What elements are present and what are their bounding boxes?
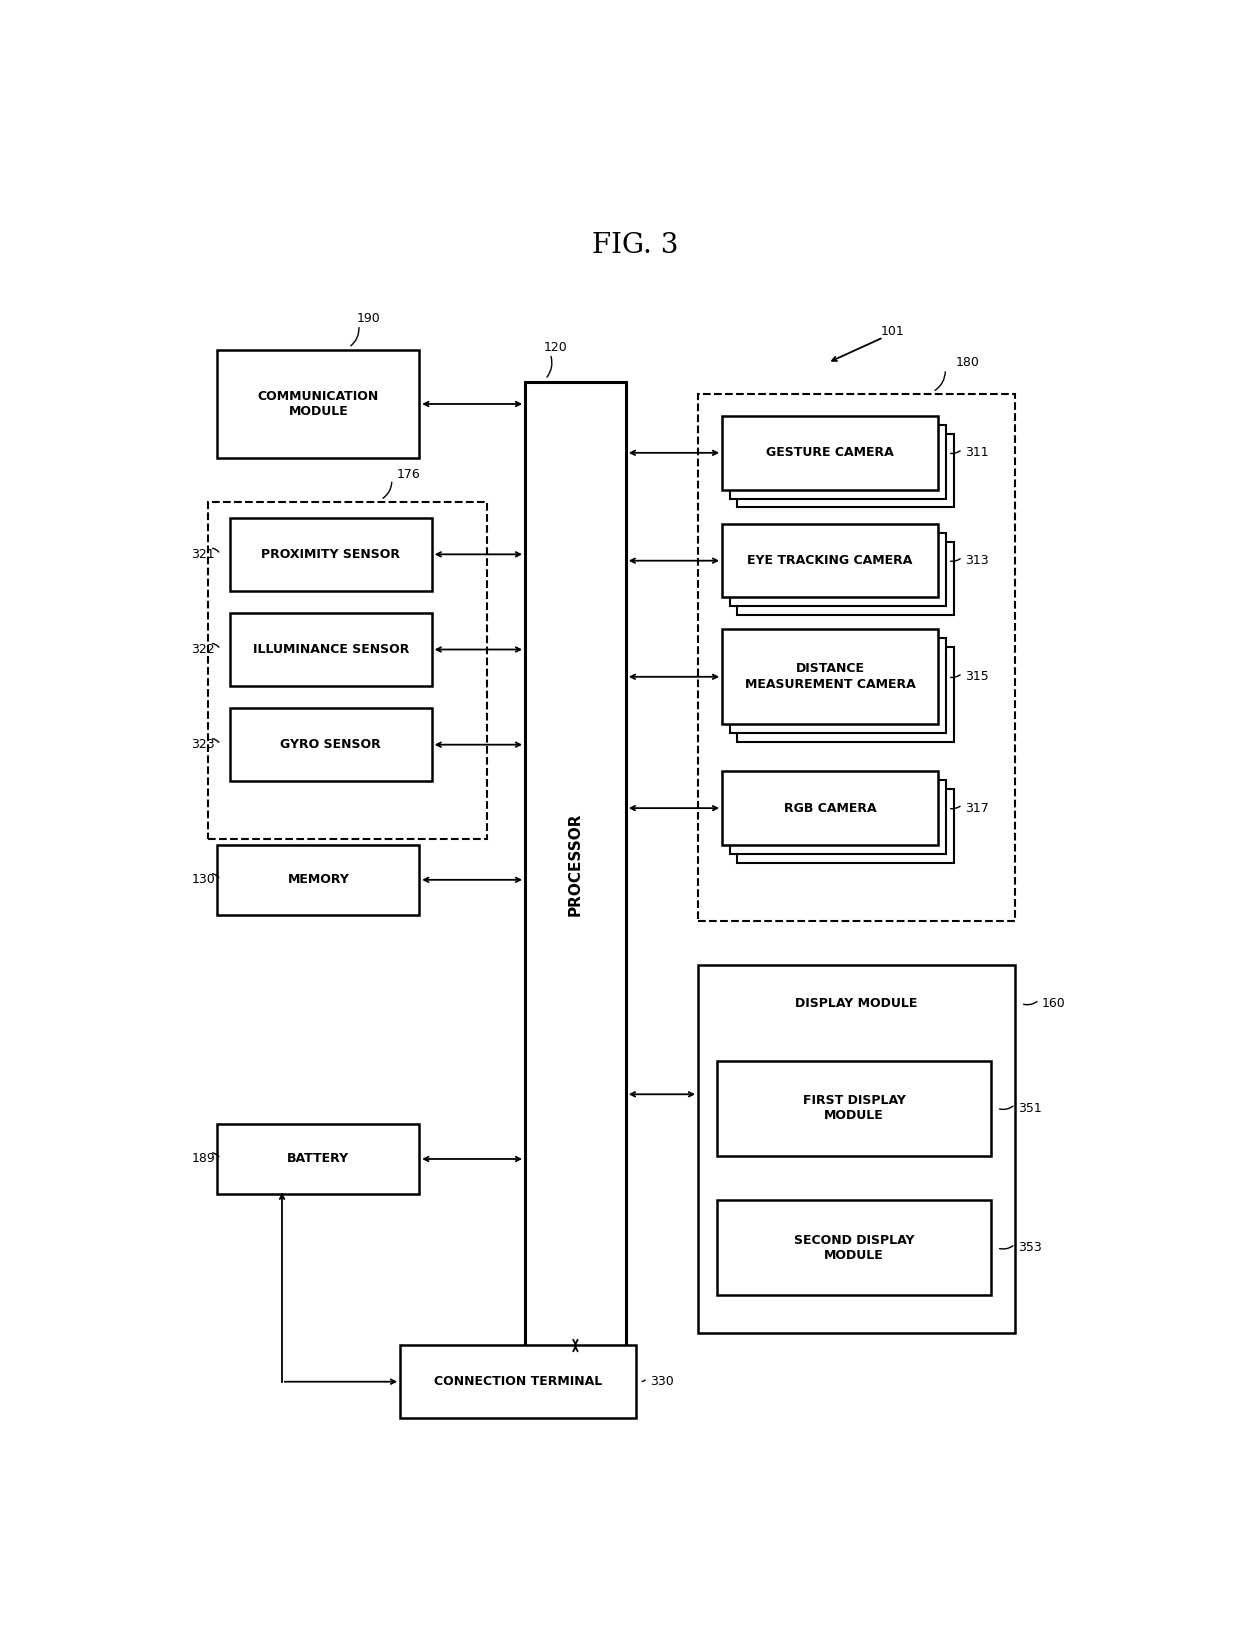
- Text: 317: 317: [965, 801, 988, 814]
- Bar: [208, 503, 486, 839]
- Bar: [729, 532, 946, 606]
- Bar: [229, 517, 432, 592]
- Text: SECOND DISPLAY
MODULE: SECOND DISPLAY MODULE: [794, 1234, 914, 1262]
- Text: 321: 321: [191, 547, 216, 560]
- Bar: [722, 415, 939, 489]
- Text: 101: 101: [880, 325, 904, 338]
- Bar: [738, 789, 954, 862]
- Bar: [729, 425, 946, 498]
- Text: 180: 180: [956, 356, 980, 369]
- Bar: [717, 1200, 991, 1295]
- Bar: [717, 1061, 991, 1155]
- Text: DISPLAY MODULE: DISPLAY MODULE: [795, 997, 918, 1010]
- Text: GYRO SENSOR: GYRO SENSOR: [280, 738, 381, 751]
- Bar: [217, 845, 419, 915]
- Text: 160: 160: [1042, 997, 1065, 1010]
- Text: PROCESSOR: PROCESSOR: [568, 812, 583, 916]
- Text: 190: 190: [357, 311, 381, 325]
- Bar: [525, 382, 626, 1346]
- Text: 330: 330: [650, 1374, 673, 1388]
- Bar: [738, 542, 954, 615]
- Text: FIRST DISPLAY
MODULE: FIRST DISPLAY MODULE: [802, 1094, 905, 1122]
- Text: EYE TRACKING CAMERA: EYE TRACKING CAMERA: [748, 554, 913, 567]
- Text: 353: 353: [1018, 1241, 1042, 1254]
- Bar: [722, 771, 939, 845]
- Text: CONNECTION TERMINAL: CONNECTION TERMINAL: [434, 1374, 601, 1388]
- Bar: [729, 638, 946, 733]
- Bar: [217, 1124, 419, 1193]
- Text: 313: 313: [965, 554, 988, 567]
- Bar: [401, 1345, 635, 1419]
- Text: 176: 176: [397, 468, 420, 481]
- Bar: [738, 433, 954, 508]
- Text: MEMORY: MEMORY: [288, 873, 350, 887]
- Text: 322: 322: [191, 643, 216, 656]
- Bar: [698, 394, 1016, 921]
- Text: 189: 189: [191, 1152, 216, 1165]
- Text: 351: 351: [1018, 1103, 1042, 1114]
- Bar: [729, 780, 946, 854]
- Bar: [217, 349, 419, 458]
- Text: ILLUMINANCE SENSOR: ILLUMINANCE SENSOR: [253, 643, 409, 656]
- Text: 311: 311: [965, 447, 988, 460]
- Text: 323: 323: [191, 738, 216, 751]
- Bar: [698, 966, 1016, 1333]
- Text: PROXIMITY SENSOR: PROXIMITY SENSOR: [262, 547, 401, 560]
- Bar: [722, 630, 939, 725]
- Text: BATTERY: BATTERY: [288, 1152, 350, 1165]
- Text: 130: 130: [191, 873, 216, 887]
- Text: 120: 120: [543, 341, 567, 354]
- Bar: [229, 613, 432, 686]
- Text: GESTURE CAMERA: GESTURE CAMERA: [766, 447, 894, 460]
- Text: RGB CAMERA: RGB CAMERA: [784, 801, 877, 814]
- Text: COMMUNICATION
MODULE: COMMUNICATION MODULE: [258, 391, 379, 419]
- Bar: [738, 648, 954, 742]
- Text: 315: 315: [965, 671, 988, 684]
- Text: FIG. 3: FIG. 3: [593, 232, 678, 259]
- Text: DISTANCE
MEASUREMENT CAMERA: DISTANCE MEASUREMENT CAMERA: [745, 662, 915, 691]
- Bar: [722, 524, 939, 598]
- Bar: [229, 709, 432, 781]
